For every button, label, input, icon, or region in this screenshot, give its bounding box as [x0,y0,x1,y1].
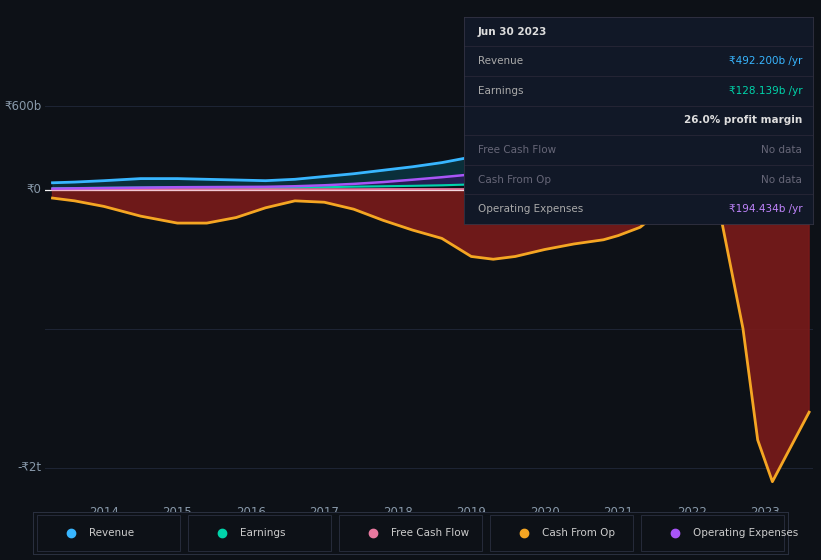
Text: Revenue: Revenue [89,529,134,538]
Text: Free Cash Flow: Free Cash Flow [391,529,469,538]
Text: Jun 30 2023: Jun 30 2023 [478,27,548,36]
Text: ₹492.200b /yr: ₹492.200b /yr [729,56,802,66]
Text: Cash From Op: Cash From Op [542,529,615,538]
Text: Operating Expenses: Operating Expenses [693,529,798,538]
Text: ₹0: ₹0 [26,183,41,196]
Text: Cash From Op: Cash From Op [478,175,551,185]
Text: Operating Expenses: Operating Expenses [478,204,583,214]
Text: -₹2t: -₹2t [17,461,41,474]
Text: No data: No data [761,175,802,185]
Text: ₹600b: ₹600b [4,100,41,113]
Text: 26.0% profit margin: 26.0% profit margin [684,115,802,125]
Text: No data: No data [761,145,802,155]
Text: ₹194.434b /yr: ₹194.434b /yr [729,204,802,214]
Text: ₹128.139b /yr: ₹128.139b /yr [729,86,802,96]
Text: Free Cash Flow: Free Cash Flow [478,145,556,155]
Text: Earnings: Earnings [478,86,523,96]
Text: Revenue: Revenue [478,56,523,66]
Text: Earnings: Earnings [240,529,286,538]
